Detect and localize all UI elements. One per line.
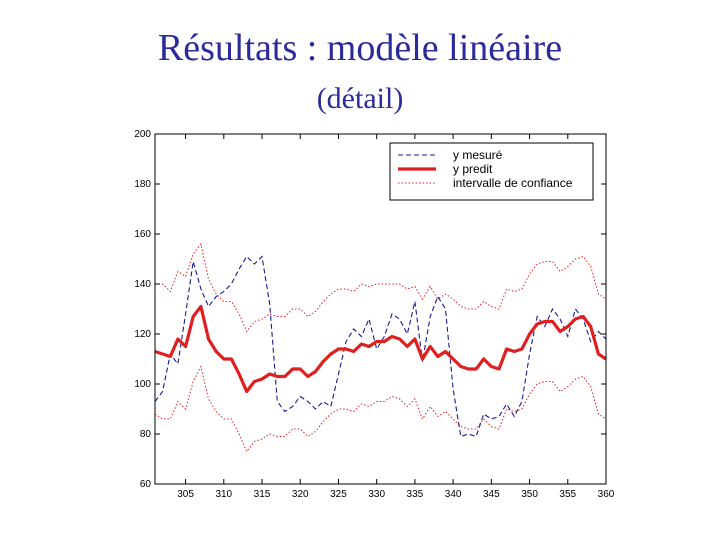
- y-tick-label: 80: [140, 429, 152, 440]
- x-tick-label: 320: [292, 489, 309, 500]
- slide-subtitle: (détail): [316, 82, 404, 115]
- line-chart: 60 80 100 120 140 160 180 200 305 310 315 320 325 330…: [134, 129, 614, 500]
- x-tick-label: 345: [483, 489, 500, 500]
- y-tick-label: 120: [134, 329, 151, 340]
- x-tick-label: 325: [330, 489, 347, 500]
- y-tick-label: 160: [134, 229, 151, 240]
- x-tick-label: 315: [254, 489, 271, 500]
- x-tick-label: 360: [598, 489, 615, 500]
- legend-label: y predit: [453, 162, 493, 176]
- x-tick-label: 305: [177, 489, 194, 500]
- x-tick-label: 335: [407, 489, 424, 500]
- plot-area: [155, 242, 606, 453]
- x-tick-label: 310: [215, 489, 232, 500]
- y-tick-label: 180: [134, 179, 151, 190]
- slide-title: Résultats : modèle linéaire: [157, 27, 563, 69]
- y-tick-label: 140: [134, 279, 151, 290]
- axes: 60 80 100 120 140 160 180 200 305 310 315 320 325 330…: [134, 129, 614, 500]
- series-line-intervalle-de-confiance: [155, 242, 606, 333]
- legend-label: intervalle de confiance: [453, 176, 573, 190]
- plot-frame: [154, 133, 607, 485]
- series-line-y-predit: [155, 304, 606, 394]
- x-tick-label: 350: [521, 489, 538, 500]
- series-line-y-mesuré: [155, 255, 606, 438]
- series-line-intervalle-bas: [155, 365, 606, 453]
- y-tick-label: 60: [140, 479, 152, 490]
- legend-box: [389, 142, 594, 201]
- legend-label: y mesuré: [453, 148, 503, 162]
- x-tick-label: 355: [559, 489, 576, 500]
- y-tick-label: 200: [134, 129, 151, 140]
- y-tick-label: 100: [134, 379, 151, 390]
- x-tick-label: 330: [368, 489, 385, 500]
- x-tick-label: 340: [445, 489, 462, 500]
